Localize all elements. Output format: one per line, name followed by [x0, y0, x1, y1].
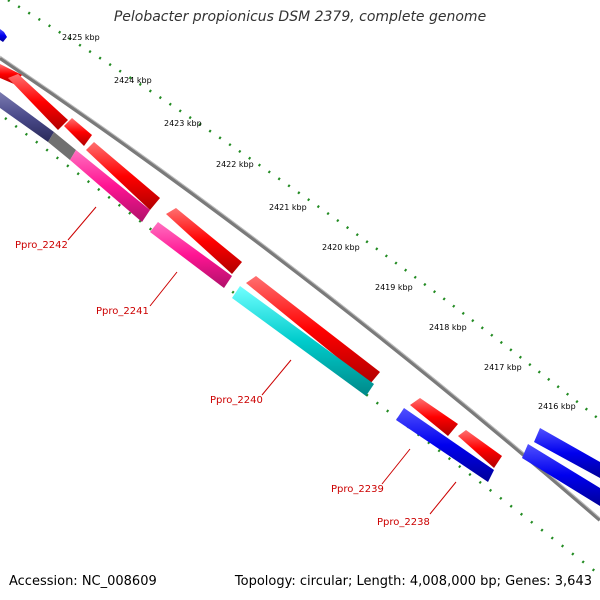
gene-reverse-blue — [522, 444, 600, 506]
gene-forward — [246, 276, 380, 384]
leader-line — [261, 359, 292, 396]
scale-label: 2423 kbp — [164, 119, 202, 128]
scale-label: 2421 kbp — [269, 203, 307, 212]
gene-reverse-magenta — [70, 150, 150, 222]
scale-label: 2420 kbp — [322, 243, 360, 252]
reverse-genes — [0, 92, 600, 506]
scale-labels: 2425 kbp 2424 kbp 2423 kbp 2422 kbp 2421… — [62, 33, 576, 411]
gene-reverse-blue — [534, 428, 600, 478]
locus-label: Ppro_2239 — [331, 484, 384, 495]
locus-label: Ppro_2241 — [96, 306, 149, 317]
locus-leaders — [67, 206, 457, 515]
scale-label: 2416 kbp — [538, 402, 576, 411]
scale-label: 2425 kbp — [62, 33, 100, 42]
scale-label: 2424 kbp — [114, 76, 152, 85]
leader-line — [67, 206, 97, 241]
gene-reverse-cyan — [232, 286, 374, 396]
scale-label: 2417 kbp — [484, 363, 522, 372]
scale-label: 2422 kbp — [216, 160, 254, 169]
genome-summary: Topology: circular; Length: 4,008,000 bp… — [234, 574, 592, 589]
locus-label: Ppro_2240 — [210, 395, 263, 406]
leader-line — [381, 448, 411, 485]
gene-forward — [8, 74, 68, 130]
locus-labels: Ppro_2242 Ppro_2241 Ppro_2240 Ppro_2239 … — [15, 240, 430, 528]
partial-feature-blue — [0, 29, 7, 42]
scale-label: 2419 kbp — [375, 283, 413, 292]
gene-forward — [64, 118, 92, 146]
gene-forward — [410, 398, 458, 436]
map-title: Pelobacter propionicus DSM 2379, complet… — [113, 9, 487, 25]
genome-backbone-highlight — [0, 55, 600, 519]
gene-forward — [86, 142, 160, 210]
scale-label: 2418 kbp — [429, 323, 467, 332]
gene-reverse-grey — [48, 132, 76, 160]
gene-forward — [458, 430, 502, 468]
forward-genes — [0, 64, 502, 468]
gene-forward — [166, 208, 242, 274]
gene-reverse-slate — [0, 92, 54, 142]
gene-reverse-blue — [396, 408, 494, 482]
locus-label: Ppro_2238 — [377, 517, 430, 528]
genome-backbone — [0, 56, 600, 522]
accession-label: Accession: NC_008609 — [9, 574, 157, 589]
leader-line — [149, 271, 178, 307]
gene-reverse-magenta — [150, 222, 232, 288]
locus-label: Ppro_2242 — [15, 240, 68, 251]
leader-line — [429, 481, 457, 515]
